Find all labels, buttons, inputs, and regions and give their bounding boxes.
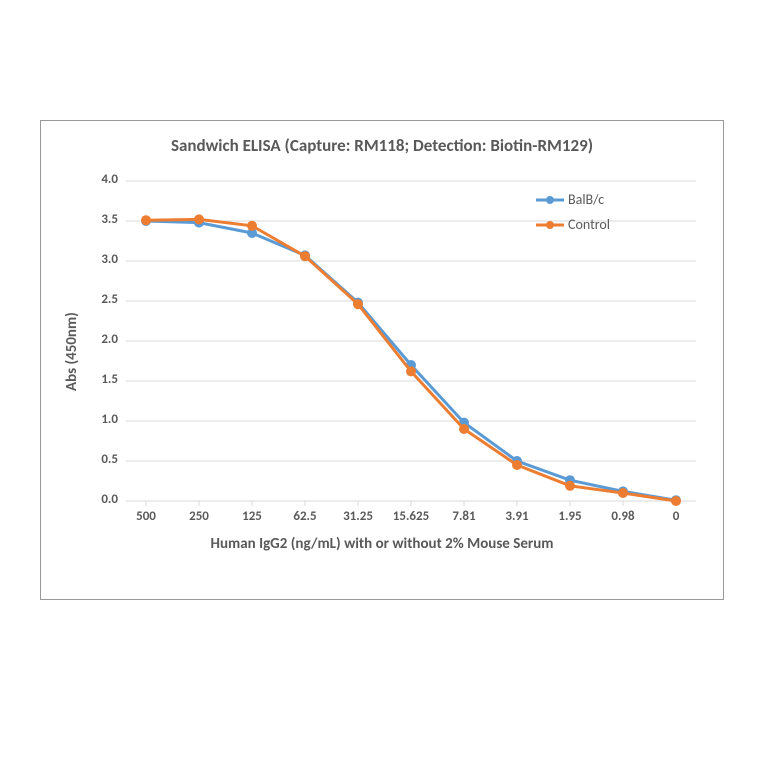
- y-tick: 2.5: [78, 292, 118, 307]
- x-tick: 500: [118, 509, 174, 524]
- x-tick: 0.98: [595, 509, 651, 524]
- legend-swatch: [536, 218, 564, 232]
- y-tick: 1.0: [78, 412, 118, 427]
- y-tick: 1.5: [78, 372, 118, 387]
- chart-title: Sandwich ELISA (Capture: RM118; Detectio…: [41, 135, 723, 156]
- x-tick: 0: [648, 509, 704, 524]
- x-tick: 62.5: [277, 509, 333, 524]
- x-tick: 1.95: [542, 509, 598, 524]
- y-tick: 3.5: [78, 212, 118, 227]
- legend-item: Control: [536, 216, 610, 233]
- y-tick: 0.0: [78, 492, 118, 507]
- y-tick: 4.0: [78, 172, 118, 187]
- legend-swatch: [536, 193, 564, 207]
- x-tick: 7.81: [436, 509, 492, 524]
- plot-area: [126, 181, 696, 501]
- y-tick: 3.0: [78, 252, 118, 267]
- legend-label: Control: [568, 216, 610, 233]
- y-tick: 2.0: [78, 332, 118, 347]
- x-axis-label: Human IgG2 (ng/mL) with or without 2% Mo…: [41, 535, 723, 553]
- legend: BalB/c Control: [536, 191, 610, 241]
- x-tick: 31.25: [330, 509, 386, 524]
- legend-item: BalB/c: [536, 191, 610, 208]
- chart-frame: Sandwich ELISA (Capture: RM118; Detectio…: [40, 120, 724, 600]
- legend-label: BalB/c: [568, 191, 604, 208]
- x-tick: 250: [171, 509, 227, 524]
- chart-svg: [126, 181, 696, 501]
- x-tick: 15.625: [383, 509, 439, 524]
- y-tick: 0.5: [78, 452, 118, 467]
- x-tick: 125: [224, 509, 280, 524]
- x-tick: 3.91: [489, 509, 545, 524]
